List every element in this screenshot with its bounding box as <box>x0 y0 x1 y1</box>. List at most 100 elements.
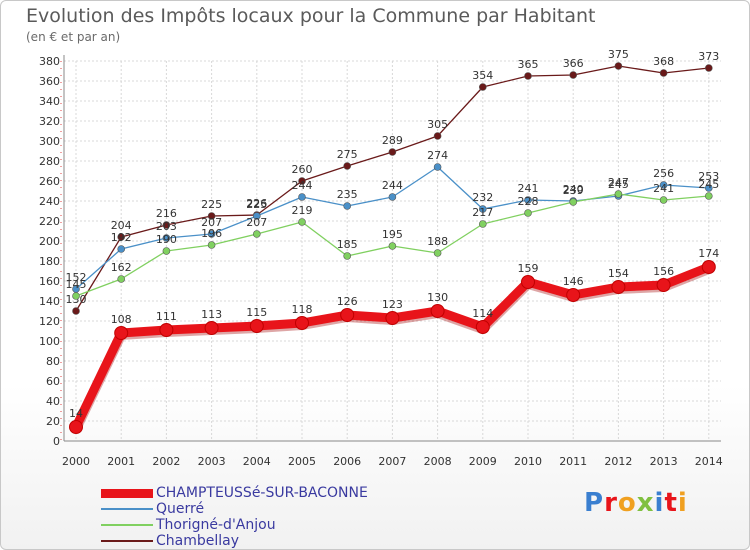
data-point <box>72 292 80 300</box>
y-tick-label: 380 <box>39 55 60 68</box>
chart-subtitle: (en € et par an) <box>26 30 121 44</box>
data-point <box>253 230 261 238</box>
y-tick-label: 100 <box>39 335 60 348</box>
y-tick-label: 180 <box>39 255 60 268</box>
data-label: 245 <box>698 178 719 191</box>
proxiti-logo: Proxiti <box>584 488 688 518</box>
data-point <box>566 288 581 302</box>
data-label: 241 <box>518 182 539 195</box>
data-label: 115 <box>246 306 267 319</box>
legend: CHAMPTEUSSé-SUR-BACONNE Querré Thorigné-d'… <box>101 485 421 549</box>
data-point <box>475 320 490 334</box>
data-label: 375 <box>608 48 629 61</box>
x-tick-label: 2007 <box>378 455 406 468</box>
data-point <box>433 249 442 257</box>
legend-swatch <box>101 508 153 510</box>
data-point <box>117 275 125 283</box>
legend-label: Querré <box>156 501 205 517</box>
y-tick-label: 340 <box>39 95 60 108</box>
data-label: 174 <box>698 247 719 260</box>
data-point <box>298 193 306 201</box>
y-tick-label: 120 <box>39 315 60 328</box>
data-label: 245 <box>608 178 629 191</box>
data-point <box>611 280 626 294</box>
x-tick-label: 2005 <box>288 455 316 468</box>
data-point <box>659 69 668 77</box>
data-label: 126 <box>337 295 358 308</box>
data-label: 365 <box>518 58 539 71</box>
x-tick-label: 2003 <box>198 455 226 468</box>
data-label: 219 <box>292 204 313 217</box>
x-tick-label: 2002 <box>152 455 180 468</box>
data-label: 162 <box>111 261 132 274</box>
data-label: 188 <box>427 235 448 248</box>
data-point <box>343 252 352 260</box>
data-point <box>524 72 532 80</box>
data-point <box>659 196 668 204</box>
x-tick-label: 2000 <box>62 455 90 468</box>
data-label: 244 <box>382 179 403 192</box>
data-label: 114 <box>472 307 493 320</box>
data-point <box>659 181 668 189</box>
data-point <box>704 184 713 192</box>
x-tick-label: 2010 <box>514 455 542 468</box>
data-label: 113 <box>201 308 222 321</box>
data-label: 239 <box>563 184 584 197</box>
x-tick-label: 2004 <box>243 455 271 468</box>
legend-swatch <box>101 540 153 542</box>
data-label: 225 <box>246 198 267 211</box>
y-tick-label: 220 <box>39 215 60 228</box>
data-point <box>521 275 535 289</box>
y-tick-label: 0 <box>53 435 60 448</box>
legend-item: Querré <box>101 501 421 517</box>
data-label: 247 <box>608 176 629 189</box>
y-tick-label: 80 <box>46 355 60 368</box>
data-label: 108 <box>111 313 132 326</box>
x-tick-label: 2008 <box>424 455 452 468</box>
data-label: 244 <box>292 179 313 192</box>
data-point <box>72 307 80 315</box>
data-point <box>524 196 532 204</box>
data-point <box>478 205 487 213</box>
legend-swatch <box>101 524 153 526</box>
data-point <box>162 234 171 242</box>
data-point <box>253 212 261 220</box>
data-point <box>249 319 264 333</box>
data-label: 260 <box>292 163 313 176</box>
data-label: 207 <box>246 216 267 229</box>
data-label: 111 <box>156 310 177 323</box>
data-label: 204 <box>111 219 132 232</box>
data-label: 253 <box>698 170 719 183</box>
data-label: 274 <box>427 149 448 162</box>
data-point <box>569 71 578 79</box>
data-label: 368 <box>653 55 674 68</box>
data-point <box>433 132 442 140</box>
data-label: 196 <box>201 227 222 240</box>
data-point <box>478 220 487 228</box>
data-label: 146 <box>563 275 584 288</box>
data-point <box>388 148 397 156</box>
y-tick-label: 260 <box>39 175 60 188</box>
data-label: 152 <box>66 271 87 284</box>
data-label: 354 <box>472 69 493 82</box>
data-point <box>159 323 174 337</box>
data-label: 305 <box>427 118 448 131</box>
data-label: 217 <box>472 206 493 219</box>
data-label: 14 <box>69 407 83 420</box>
data-point <box>385 311 400 325</box>
y-tick-label: 360 <box>39 75 60 88</box>
data-point <box>524 209 532 217</box>
legend-item: Thorigné-d'Anjou <box>101 517 421 533</box>
data-label: 235 <box>337 188 358 201</box>
data-label: 145 <box>66 278 87 291</box>
data-point <box>114 326 129 340</box>
x-tick-label: 2006 <box>333 455 361 468</box>
data-label: 228 <box>518 195 539 208</box>
data-point <box>701 260 716 274</box>
y-tick-label: 280 <box>39 155 60 168</box>
y-tick-label: 320 <box>39 115 60 128</box>
data-point <box>388 242 397 250</box>
data-point <box>614 62 623 70</box>
